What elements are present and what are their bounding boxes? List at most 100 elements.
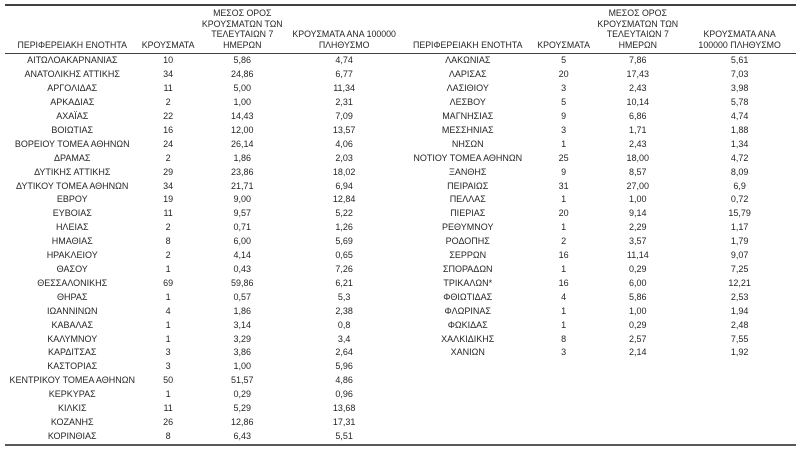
table-cell: ΚΙΛΚΙΣ <box>57 403 87 414</box>
table-cell: 1,88 <box>730 124 749 135</box>
table-cell: ΒΟΡΕΙΟΥ ΤΟΜΕΑ ΑΘΗΝΩΝ <box>14 138 130 149</box>
table-cell: ΘΑΣΟΥ <box>56 263 88 274</box>
table-cell: 1,71 <box>629 124 647 135</box>
table-cell: 2,31 <box>335 97 353 108</box>
table-cell: ΦΩΚΙΔΑΣ <box>447 319 488 330</box>
table-cell: 7,09 <box>335 111 353 121</box>
table-cell: 1,00 <box>233 361 252 372</box>
table-cell: 25 <box>558 152 569 163</box>
table-cell: 12,21 <box>728 277 751 288</box>
table-cell: 1,17 <box>730 222 749 233</box>
table-cell: 4,06 <box>335 138 353 149</box>
table-cell: 1,00 <box>629 194 647 205</box>
table-cell: 16 <box>163 124 174 135</box>
table-cell: 5,00 <box>233 83 252 94</box>
table-cell: 2 <box>165 250 171 261</box>
table-cell: 5,51 <box>335 430 353 441</box>
table-row: ΘΑΣΟΥ 1 0,43 7,26 <box>5 263 401 277</box>
table-cell: ΤΡΙΚΑΛΩΝ* <box>443 277 493 288</box>
table-cell: 2 <box>561 236 567 247</box>
table-cell: ΧΑΝΙΩΝ <box>450 347 485 358</box>
table-cell: ΣΕΡΡΩΝ <box>449 250 487 261</box>
table-cell: 6,00 <box>233 236 252 247</box>
table-cell: 1,86 <box>233 305 252 316</box>
table-cell: 5,61 <box>730 55 749 66</box>
table-row: ΚΙΛΚΙΣ 11 5,29 13,68 <box>5 402 401 416</box>
table-cell: 9,14 <box>629 208 647 219</box>
table-row: ΑΧΑΪΑΣ 22 14,43 7,09 <box>5 110 401 124</box>
table-cell: 17,43 <box>626 69 650 80</box>
table-row: ΑΙΤΩΛΟΑΚΑΡΝΑΝΙΑΣ 10 5,86 4,74 <box>5 54 401 68</box>
table-row: ΦΛΩΡΙΝΑΣ 1 1,00 1,94 <box>401 305 797 319</box>
table-row: ΡΕΘΥΜΝΟΥ 1 2,29 1,17 <box>401 221 797 235</box>
table-row: ΡΟΔΟΠΗΣ 2 3,57 1,79 <box>401 235 797 249</box>
table-cell: 3,86 <box>233 347 252 358</box>
table-cell: 20 <box>558 208 569 219</box>
table-cell: ΔΥΤΙΚΟΥ ΤΟΜΕΑ ΑΘΗΝΩΝ <box>16 180 129 191</box>
table-cell: ΗΜΑΘΙΑΣ <box>51 236 93 247</box>
column-header-cases-per-100000: ΚΡΟΥΣΜΑΤΑ ΑΝΑ 100000 ΠΛΗΘΥΣΜΟ <box>683 6 796 55</box>
table-cell: 3 <box>561 124 567 135</box>
table-row: ΧΑΝΙΩΝ 3 2,14 1,92 <box>401 346 797 360</box>
table-row: ΝΟΤΙΟΥ ΤΟΜΕΑ ΑΘΗΝΩΝ 25 18,00 4,72 <box>401 152 797 166</box>
table-row: ΚΟΡΙΝΘΙΑΣ 8 6,43 5,51 <box>5 430 401 444</box>
table-cell: 20 <box>558 69 569 80</box>
table-cell: 5 <box>561 97 567 108</box>
column-header-regional-unit: ΠΕΡΙΦΕΡΕΙΑΚΗ ΕΝΟΤΗΤΑ <box>400 6 535 55</box>
table-cell: ΡΟΔΟΠΗΣ <box>445 236 490 247</box>
table-row: ΔΡΑΜΑΣ 2 1,86 2,03 <box>5 152 401 166</box>
table-row: ΝΗΣΩΝ 1 2,43 1,34 <box>401 138 797 152</box>
table-cell: 1 <box>561 319 567 330</box>
table-cell: ΜΕΣΣΗΝΙΑΣ <box>441 124 494 135</box>
table-cell: 11 <box>163 83 173 94</box>
table-cell: ΚΑΣΤΟΡΙΑΣ <box>47 361 98 372</box>
table-cell: 8 <box>561 333 567 344</box>
table-cell: 51,57 <box>231 375 254 386</box>
table-cell: 1 <box>165 389 171 400</box>
table-cell: 3,4 <box>337 333 351 344</box>
table-cell: ΚΟΡΙΝΘΙΑΣ <box>47 430 97 441</box>
table-cell: ΞΑΝΘΗΣ <box>449 166 487 177</box>
table-cell: 16 <box>558 277 569 288</box>
table-row: ΑΝΑΤΟΛΙΚΗΣ ΑΤΤΙΚΗΣ 34 24,86 6,77 <box>5 68 401 82</box>
table-cell: 9 <box>561 166 567 177</box>
table-cell: 1 <box>561 305 567 316</box>
table-cell: 15,79 <box>728 208 751 219</box>
table-cell: 2 <box>165 222 171 233</box>
table-cell: 69 <box>163 277 174 288</box>
table-row: ΠΕΙΡΑΙΩΣ 31 27,00 6,9 <box>401 180 797 194</box>
table-cell: 2 <box>165 97 171 108</box>
table-cell: ΣΠΟΡΑΔΩΝ <box>442 263 493 274</box>
table-cell: 1,79 <box>730 236 749 247</box>
table-cell: 18,02 <box>332 166 356 177</box>
table-cell: ΕΒΡΟΥ <box>56 194 88 205</box>
table-cell: 2,29 <box>629 222 647 233</box>
table-cell: 14,43 <box>231 111 254 121</box>
table-cell: 10,14 <box>626 97 650 108</box>
regional-units-tables: ΠΕΡΙΦΕΡΕΙΑΚΗ ΕΝΟΤΗΤΑ ΚΡΟΥΣΜΑΤΑ ΜΕΣΟΣ ΟΡΟ… <box>5 4 796 446</box>
table-cell: ΑΝΑΤΟΛΙΚΗΣ ΑΤΤΙΚΗΣ <box>24 69 120 80</box>
table-cell: 1 <box>561 194 567 205</box>
table-cell: ΑΙΤΩΛΟΑΚΑΡΝΑΝΙΑΣ <box>27 55 118 66</box>
table-cell: ΘΗΡΑΣ <box>57 291 88 302</box>
table-cell: 1,94 <box>730 305 749 316</box>
table-cell: ΚΑΒΑΛΑΣ <box>51 319 94 330</box>
table-row: ΧΑΛΚΙΔΙΚΗΣ 8 2,57 7,55 <box>401 333 797 347</box>
table-cell: 2,38 <box>335 305 353 316</box>
table-cell: ΠΕΙΡΑΙΩΣ <box>447 180 489 191</box>
table-cell: 5 <box>561 55 567 66</box>
table-cell: 2 <box>165 152 171 163</box>
table-cell: 1 <box>165 263 171 274</box>
table-cell: 4,14 <box>233 250 252 261</box>
table-cell: 9,07 <box>730 250 749 261</box>
table-cell: ΚΑΡΔΙΤΣΑΣ <box>47 347 97 358</box>
table-cell: 6,86 <box>629 111 647 121</box>
table-cell: 26 <box>163 416 174 427</box>
table-cell: 31 <box>558 180 569 191</box>
table-cell: 11,34 <box>333 83 356 94</box>
table-row: ΛΑΚΩΝΙΑΣ 5 7,86 5,61 <box>401 54 797 68</box>
table-cell: 18,00 <box>626 152 650 163</box>
table-cell: 0,65 <box>335 250 353 261</box>
table-cell: ΑΡΚΑΔΙΑΣ <box>50 97 95 108</box>
